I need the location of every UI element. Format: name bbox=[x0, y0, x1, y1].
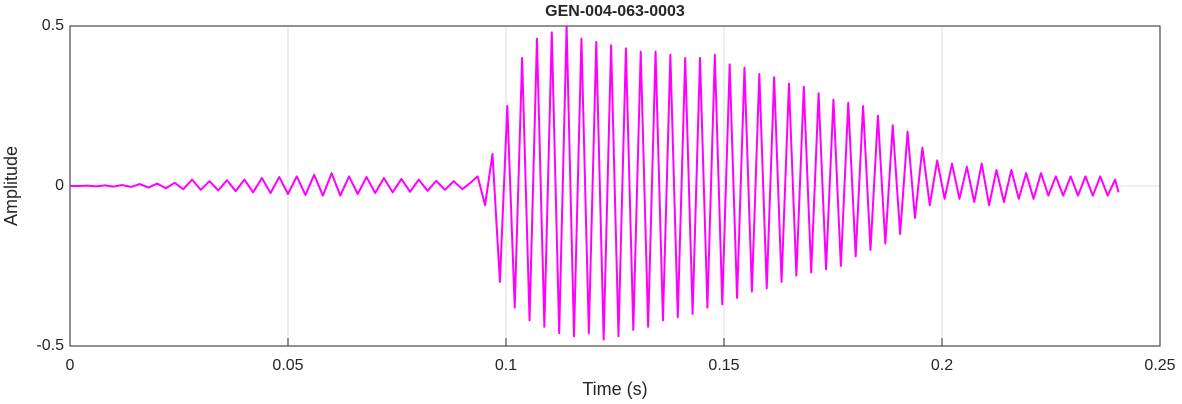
waveform-line bbox=[70, 25, 1120, 341]
x-tick-label: 0.15 bbox=[708, 357, 739, 374]
chart-title: GEN-004-063-0003 bbox=[545, 3, 685, 20]
y-tick-label: 0 bbox=[55, 177, 64, 194]
y-tick-label: 0.5 bbox=[42, 17, 64, 34]
y-axis-label: Amplitude bbox=[1, 146, 21, 226]
x-tick-label: 0.2 bbox=[931, 357, 953, 374]
x-tick-label: 0.05 bbox=[272, 357, 303, 374]
x-axis-label: Time (s) bbox=[582, 379, 647, 399]
x-tick-label: 0 bbox=[66, 357, 75, 374]
x-tick-label: 0.1 bbox=[495, 357, 517, 374]
x-tick-label: 0.25 bbox=[1144, 357, 1175, 374]
y-tick-label: -0.5 bbox=[36, 337, 64, 354]
